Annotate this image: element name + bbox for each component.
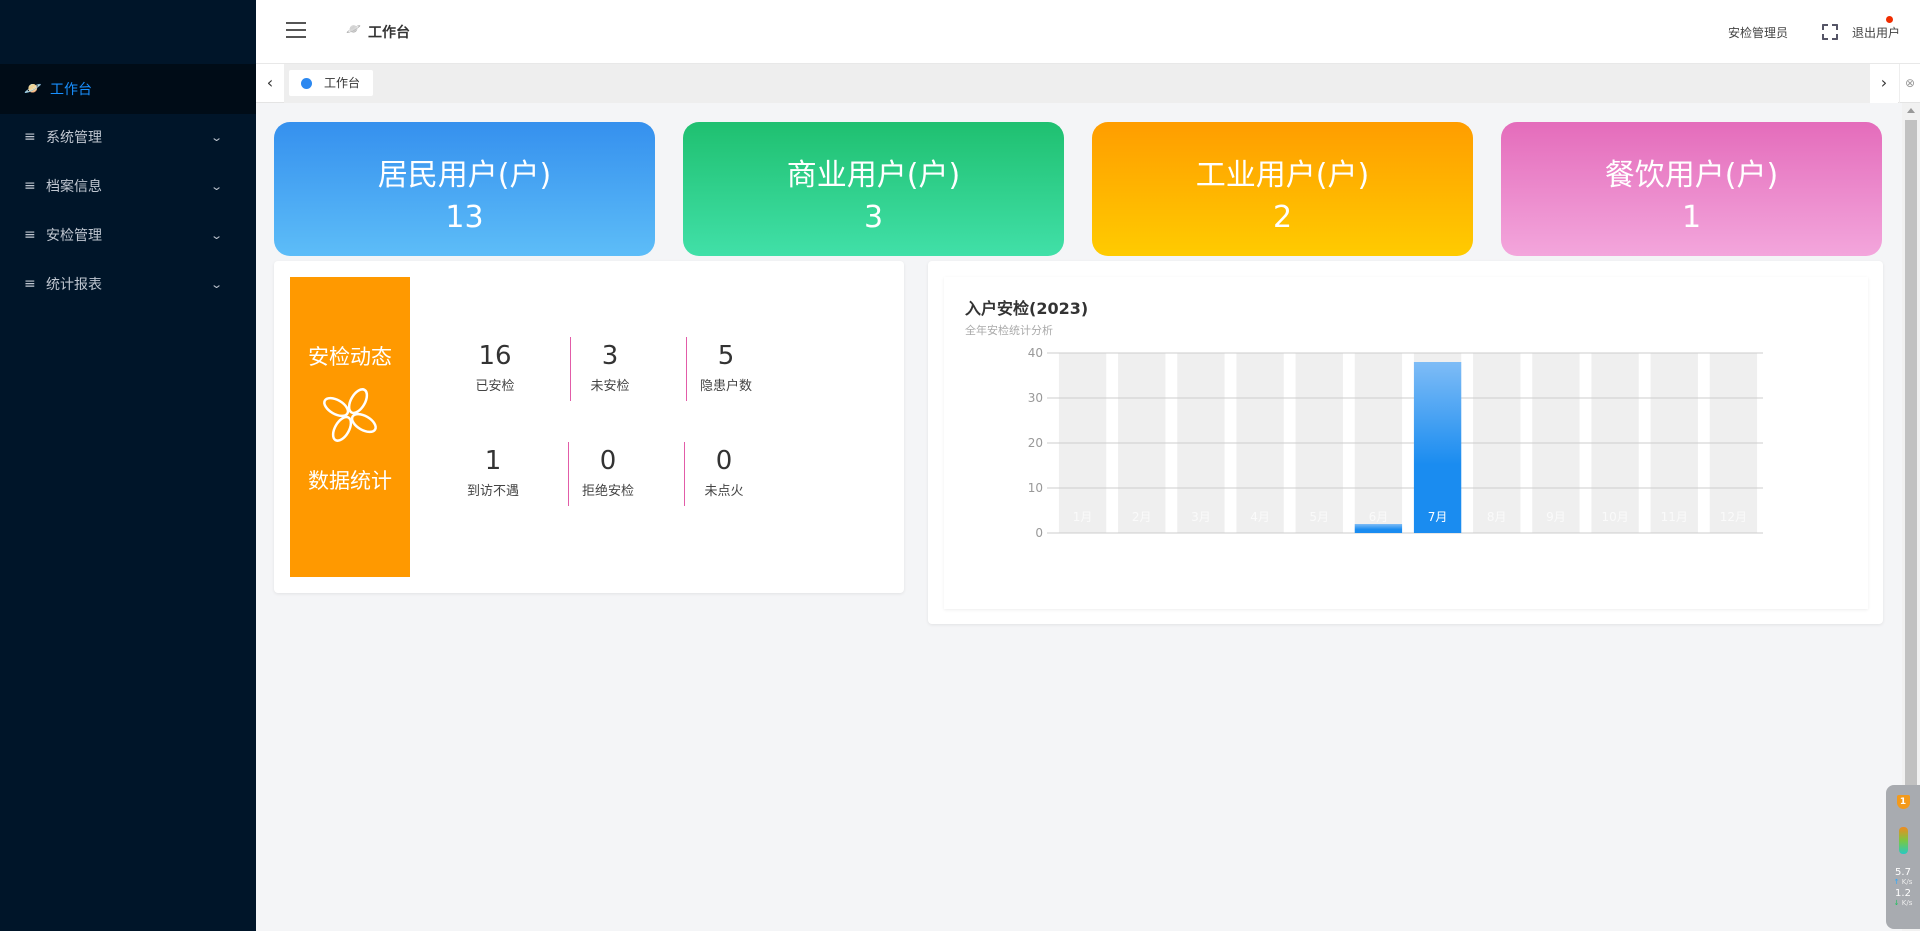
y-tick-label: 20 (1028, 436, 1043, 450)
header: 🪐 工作台 安检管理员 退出用户 (256, 0, 1920, 64)
x-tick-label: 6月 (1369, 510, 1389, 524)
divider (684, 442, 685, 506)
stat-value: 16 (478, 341, 512, 371)
stat-item: 1 到访不遇 (423, 446, 563, 499)
x-tick-label: 1月 (1073, 510, 1093, 524)
card-title: 工业用户(户) (1195, 158, 1370, 193)
active-dot-icon (301, 78, 312, 89)
stat-value: 5 (717, 341, 735, 371)
y-tick-label: 30 (1028, 391, 1043, 405)
card-value: 13 (445, 200, 484, 235)
sidebar-item-archive[interactable]: ≡ 档案信息 ⌄ (24, 178, 224, 195)
menu-icon: ≡ (24, 227, 36, 243)
menu-icon: ≡ (24, 178, 36, 194)
user-name[interactable]: 安检管理员 (1728, 26, 1789, 40)
stat-label: 未点火 (704, 484, 744, 499)
card-title: 餐饮用户(户) (1604, 158, 1779, 193)
upload-arrow-icon: ↑ (1893, 878, 1900, 886)
tab-scroll-left[interactable]: ‹ (266, 73, 274, 92)
close-all-tabs-icon[interactable]: ⊗ (1899, 64, 1920, 103)
x-tick-label: 5月 (1309, 510, 1329, 524)
sidebar-item-reports[interactable]: ≡ 统计报表 ⌄ (24, 276, 224, 293)
chart-title: 入户安检(2023) (965, 299, 1089, 318)
notification-dot (1886, 16, 1893, 23)
x-tick-label: 10月 (1601, 510, 1628, 524)
sidebar: 🪐 工作台 ≡ 系统管理 ⌄ ≡ 档案信息 ⌄ ≡ 安检管理 ⌄ ≡ 统计报表 ⌄ (0, 0, 256, 931)
scrollbar[interactable] (1902, 103, 1920, 931)
x-tick-label: 7月 (1428, 510, 1448, 524)
scrollbar-thumb[interactable] (1905, 120, 1917, 785)
stat-item: 3 未安检 (540, 341, 680, 394)
gauge-icon (1898, 827, 1908, 854)
menu-icon: ≡ (24, 276, 36, 292)
card-title: 商业用户(户) (786, 158, 961, 193)
x-tick-label: 12月 (1720, 510, 1747, 524)
y-tick-label: 0 (1035, 526, 1043, 540)
x-tick-label: 3月 (1191, 510, 1211, 524)
chevron-down-icon: ⌄ (210, 130, 224, 144)
divider (568, 442, 569, 506)
divider (570, 337, 571, 401)
summary-card[interactable]: 工业用户(户) 2 (1092, 122, 1473, 256)
stat-value: 3 (601, 341, 619, 371)
stat-item: 16 已安检 (425, 341, 565, 394)
x-tick-label: 2月 (1132, 510, 1152, 524)
stat-item: 5 隐患户数 (656, 341, 796, 394)
planet-icon: 🪐 (346, 22, 361, 36)
network-speed-widget[interactable]: 1 5.7 ↑ K/s 1.2 ↓ K/s (1886, 785, 1920, 929)
stat-label: 拒绝安检 (581, 484, 634, 499)
stat-label: 未安检 (590, 379, 630, 394)
stats-banner: 安检动态 数据统计 (290, 277, 410, 577)
summary-card[interactable]: 居民用户(户) 13 (274, 122, 655, 256)
planet-icon: 🪐 (24, 81, 42, 97)
hamburger-icon[interactable] (286, 22, 306, 38)
shield-badge-icon: 1 (1896, 795, 1910, 809)
x-tick-label: 4月 (1250, 510, 1270, 524)
summary-card[interactable]: 商业用户(户) 3 (683, 122, 1064, 256)
download-arrow-icon: ↓ (1893, 899, 1900, 907)
x-tick-label: 11月 (1661, 510, 1688, 524)
bar (1354, 524, 1403, 533)
scroll-up-icon[interactable] (1907, 108, 1915, 113)
chevron-down-icon: ⌄ (210, 277, 224, 291)
card-value: 1 (1681, 200, 1702, 235)
sidebar-item-inspection[interactable]: ≡ 安检管理 ⌄ (24, 227, 224, 244)
chevron-down-icon: ⌄ (210, 228, 224, 242)
y-tick-label: 10 (1028, 481, 1043, 495)
tab-bar: ‹ 工作台 › ⊗ (256, 64, 1920, 103)
page-title: 工作台 (368, 25, 410, 41)
fullscreen-icon[interactable] (1822, 24, 1838, 40)
x-tick-label: 9月 (1546, 510, 1566, 524)
tab-scroll-right[interactable]: › (1870, 64, 1898, 103)
x-tick-label: 8月 (1487, 510, 1507, 524)
chart-panel: 入户安检(2023) 全年安检统计分析 0 10 20 30 40 1月 2月 3月 4月 5月 6… (928, 261, 1883, 624)
card-title: 居民用户(户) (377, 158, 552, 193)
tab-strip (284, 64, 1898, 103)
stat-value: 0 (715, 446, 733, 476)
sidebar-item-dashboard[interactable]: 🪐 工作台 (0, 64, 256, 114)
stats-panel: 安检动态 数据统计 16 已安检 3 未安检 5 隐患户数 1 到访不遇 0 拒绝安检 0 未点火 (274, 261, 904, 593)
sidebar-item-system[interactable]: ≡ 系统管理 ⌄ (24, 129, 224, 146)
tab-dashboard[interactable]: 工作台 (289, 70, 373, 96)
card-value: 3 (863, 200, 884, 235)
stat-item: 0 未点火 (654, 446, 794, 499)
bar (1413, 362, 1462, 533)
chart-subtitle: 全年安检统计分析 (965, 324, 1053, 337)
stat-value: 1 (484, 446, 502, 476)
divider (686, 337, 687, 401)
chart-card: 入户安检(2023) 全年安检统计分析 0 10 20 30 40 1月 2月 3月 4月 5月 6… (944, 277, 1868, 609)
menu-icon: ≡ (24, 129, 36, 145)
fan-icon (323, 388, 377, 442)
stat-label: 已安检 (475, 379, 515, 394)
summary-card[interactable]: 餐饮用户(户) 1 (1501, 122, 1882, 256)
stat-label: 隐患户数 (699, 379, 752, 394)
card-value: 2 (1272, 200, 1293, 235)
stat-item: 0 拒绝安检 (538, 446, 678, 499)
y-tick-label: 40 (1028, 346, 1043, 360)
bar-chart: 0 10 20 30 40 1月 2月 3月 4月 5月 6月 7月 8月 9月 10月 11月 12月 (1028, 346, 1763, 540)
logout-button[interactable]: 退出用户 (1852, 26, 1901, 40)
chevron-down-icon: ⌄ (210, 179, 224, 193)
stat-label: 到访不遇 (466, 484, 519, 499)
stat-value: 0 (599, 446, 617, 476)
